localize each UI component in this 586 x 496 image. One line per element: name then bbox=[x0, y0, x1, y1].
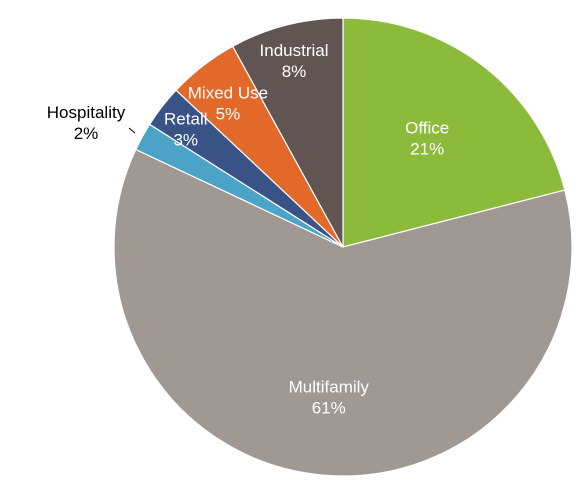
slice-label-industrial: Industrial bbox=[260, 41, 329, 60]
pie-slice-industrial bbox=[231, 17, 344, 248]
slice-label-retail: Retail bbox=[164, 109, 207, 128]
slice-value-multifamily: 61% bbox=[312, 398, 346, 417]
slice-label-multifamily: Multifamily bbox=[289, 377, 370, 396]
slice-value-office: 21% bbox=[410, 139, 444, 158]
slice-label-office: Office bbox=[405, 118, 449, 137]
pie-slice-office bbox=[342, 17, 566, 248]
leader-line-hospitality bbox=[128, 127, 136, 134]
slice-value-industrial: 8% bbox=[282, 62, 307, 81]
slice-label-mixed-use: Mixed Use bbox=[188, 84, 268, 103]
slice-value-retail: 3% bbox=[173, 130, 198, 149]
pie-slices bbox=[113, 17, 573, 477]
leader-lines bbox=[128, 127, 136, 134]
slice-value-mixed-use: 5% bbox=[216, 105, 241, 124]
slice-labels: Office 21% Multifamily 61% Hospitality 2% Reta… bbox=[47, 41, 449, 417]
slice-value-hospitality: 2% bbox=[74, 124, 99, 143]
slice-label-hospitality: Hospitality bbox=[47, 103, 126, 122]
pie-slice-multifamily bbox=[113, 148, 573, 477]
